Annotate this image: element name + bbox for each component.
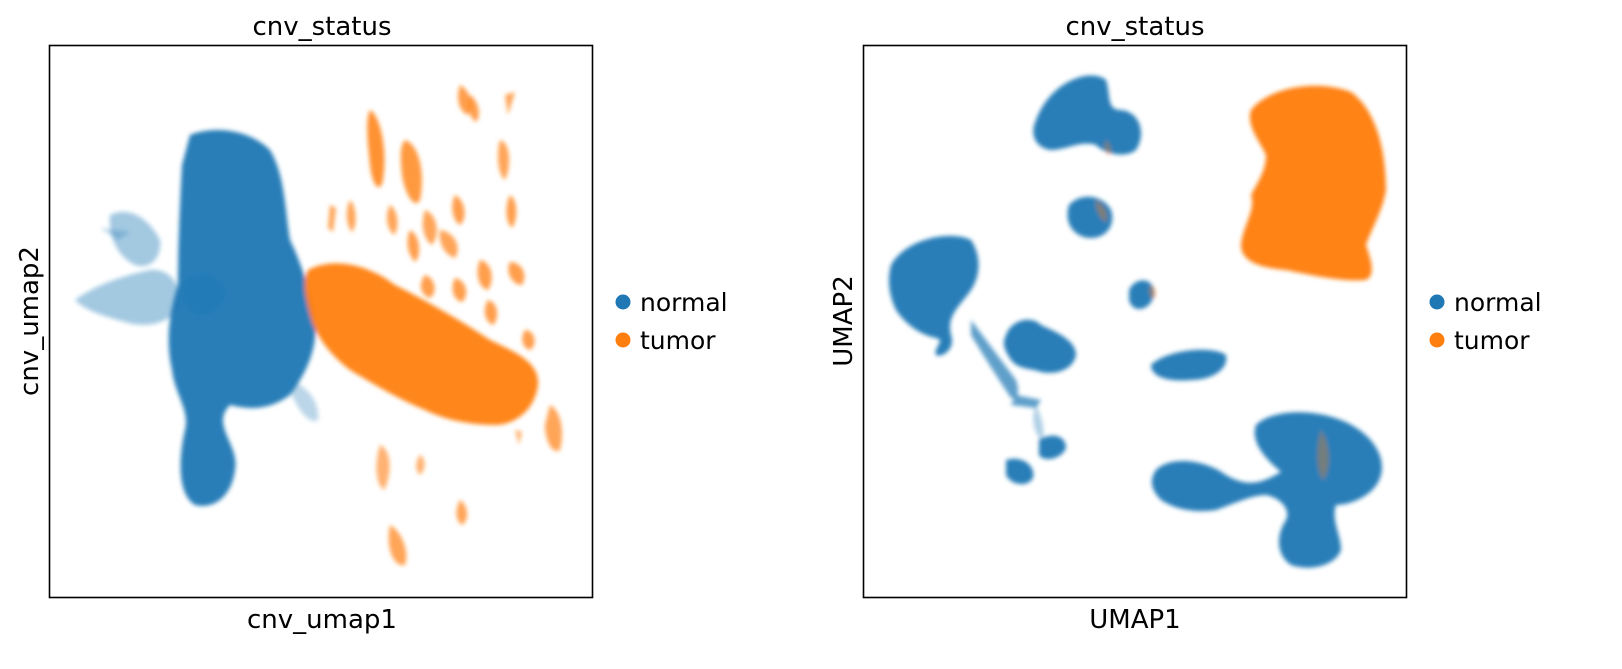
tumor-cluster — [522, 330, 535, 350]
tumor-cluster — [346, 200, 356, 232]
normal-cluster — [1003, 319, 1076, 373]
tumor-cluster — [416, 455, 425, 475]
tumor-cluster — [420, 275, 435, 298]
tumor-cluster — [456, 500, 468, 525]
umap-panel: cnv_status — [811, 0, 1622, 669]
tumor-cluster — [457, 85, 471, 115]
tumor-cluster — [452, 278, 467, 302]
normal-cluster — [1011, 395, 1041, 408]
tumor-cluster — [515, 430, 522, 445]
plot-frame — [862, 44, 1408, 599]
normal-cluster — [182, 274, 226, 315]
tumor-cluster — [484, 300, 498, 325]
normal-cluster — [1151, 412, 1382, 568]
normal-cluster — [1039, 435, 1066, 460]
tumor-cluster-group — [304, 85, 562, 566]
normal-cluster-group — [75, 130, 319, 506]
legend-label-tumor: tumor — [1454, 326, 1530, 355]
tumor-cluster — [1241, 85, 1386, 281]
tumor-cluster — [506, 195, 517, 228]
legend-marker-tumor — [615, 332, 631, 348]
tumor-cluster — [545, 405, 562, 451]
plot-title: cnv_status — [1065, 12, 1204, 42]
tumor-cluster — [407, 230, 420, 262]
normal-cluster — [290, 380, 319, 421]
tumor-cluster — [1095, 200, 1107, 222]
tumor-cluster — [376, 445, 390, 490]
tumor-cluster — [328, 205, 336, 232]
normal-cluster — [1006, 458, 1034, 485]
normal-cluster — [109, 211, 161, 267]
cnv-umap-panel: cnv_status — [15, 12, 728, 635]
legend-label-normal: normal — [1454, 288, 1542, 317]
y-axis-label: cnv_umap2 — [15, 246, 45, 396]
tumor-cluster — [505, 92, 515, 115]
point-cloud — [888, 75, 1386, 568]
normal-cluster — [100, 228, 130, 240]
tumor-cluster — [477, 260, 492, 290]
normal-cluster — [1151, 349, 1227, 381]
normal-cluster — [168, 130, 316, 506]
plot-frame — [48, 44, 594, 599]
x-axis-label: cnv_umap1 — [247, 605, 397, 635]
cnv-umap-svg: cnv_status — [15, 12, 728, 635]
x-axis-label: UMAP1 — [1089, 605, 1180, 635]
legend-marker-normal — [615, 294, 631, 310]
legend-label-normal: normal — [640, 288, 728, 317]
legend: normal tumor — [615, 288, 728, 355]
tumor-cluster — [497, 140, 510, 180]
plot-title: cnv_status — [252, 12, 391, 42]
legend-marker-normal — [1429, 294, 1445, 310]
tumor-cluster — [1317, 430, 1329, 480]
tumor-cluster — [1104, 140, 1112, 156]
tumor-cluster — [386, 205, 398, 235]
tumor-cluster — [439, 230, 458, 258]
legend-label-tumor: tumor — [640, 326, 716, 355]
tumor-cluster — [388, 525, 407, 566]
normal-cluster — [75, 269, 181, 325]
tumor-cluster — [400, 140, 422, 204]
umap-svg: cnv_status — [829, 12, 1542, 635]
legend-marker-tumor — [1429, 332, 1445, 348]
normal-cluster — [888, 235, 979, 356]
y-axis-label: UMAP2 — [829, 275, 859, 366]
tumor-cluster — [508, 262, 525, 285]
normal-cluster — [971, 320, 1019, 399]
tumor-cluster — [452, 195, 465, 225]
tumor-cluster — [422, 210, 437, 245]
tumor-cluster — [468, 95, 479, 122]
tumor-cluster — [367, 110, 385, 188]
tumor-cluster — [1149, 285, 1157, 299]
legend: normal tumor — [1429, 288, 1542, 355]
tumor-cluster-group — [1095, 85, 1386, 480]
normal-cluster — [1129, 280, 1155, 310]
normal-cluster — [1033, 75, 1141, 155]
tumor-cluster — [304, 263, 539, 425]
point-cloud — [75, 85, 562, 566]
normal-cluster — [1033, 405, 1044, 440]
